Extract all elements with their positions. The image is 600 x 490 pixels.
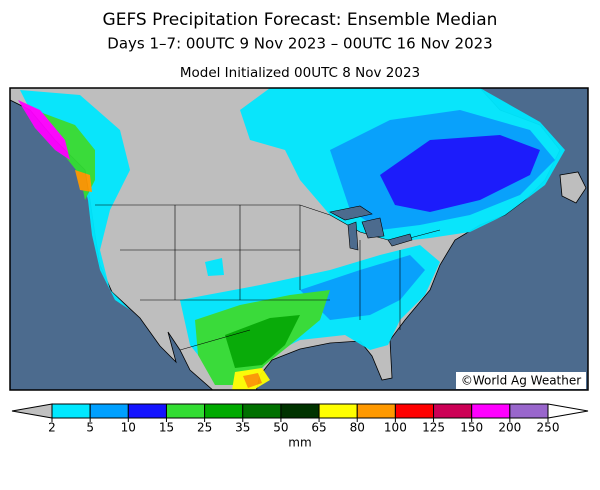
under-arrow <box>11 403 53 419</box>
tick-label: 250 <box>537 421 560 435</box>
precip-shading <box>18 88 565 390</box>
color-swatch <box>318 403 358 419</box>
color-swatch <box>242 403 282 419</box>
color-swatch <box>509 403 549 419</box>
title: GEFS Precipitation Forecast: Ensemble Me… <box>103 10 498 30</box>
borders <box>95 204 441 351</box>
great-lakes <box>329 205 413 251</box>
unit-label: mm <box>288 436 311 450</box>
color-swatch <box>127 403 167 419</box>
over-arrow <box>547 403 589 419</box>
credit-box <box>456 372 586 389</box>
color-swatch <box>471 403 511 419</box>
tick-label: 65 <box>311 421 326 435</box>
color-swatch <box>433 403 473 419</box>
color-swatch <box>280 403 320 419</box>
init-time: Model Initialized 00UTC 8 Nov 2023 <box>180 65 420 81</box>
tick-label: 100 <box>384 421 407 435</box>
tick-label: 15 <box>159 421 174 435</box>
subtitle: Days 1–7: 00UTC 9 Nov 2023 – 00UTC 16 No… <box>107 35 492 53</box>
tick-label: 50 <box>273 421 288 435</box>
tick-label: 35 <box>235 421 250 435</box>
color-swatch <box>51 403 91 419</box>
color-swatch <box>356 403 396 419</box>
color-swatch <box>204 403 244 419</box>
map-frame <box>9 87 589 391</box>
tick-label: 5 <box>86 421 94 435</box>
map <box>10 88 588 390</box>
credit: ©World Ag Weather <box>461 374 581 388</box>
tick-label: 200 <box>498 421 521 435</box>
tick-label: 125 <box>422 421 445 435</box>
newfoundland <box>559 171 587 204</box>
tick-label: 25 <box>197 421 212 435</box>
color-swatch <box>165 403 206 419</box>
color-swatch <box>394 403 435 419</box>
tick-label: 150 <box>460 421 483 435</box>
tick-label: 10 <box>121 421 136 435</box>
tick-label: 80 <box>350 421 365 435</box>
tick-label: 2 <box>48 421 56 435</box>
color-swatch <box>89 403 129 419</box>
